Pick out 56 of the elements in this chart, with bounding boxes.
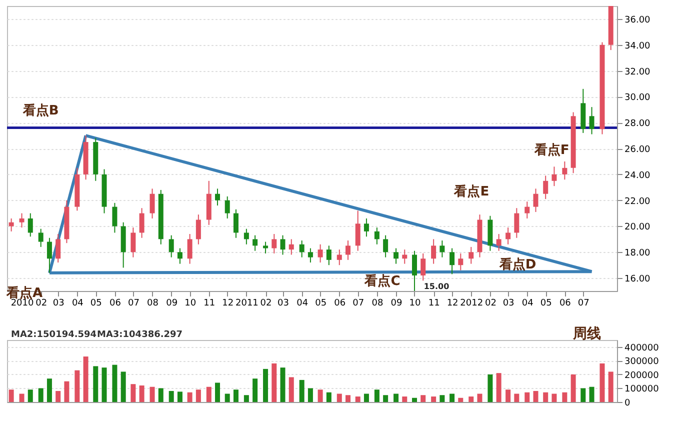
annotation: 看点B bbox=[22, 102, 59, 119]
x-tick-label: 12 bbox=[222, 298, 234, 308]
annotation: 15.00 bbox=[424, 282, 450, 291]
x-tick-label: 07 bbox=[128, 298, 140, 308]
x-tick-label: 11 bbox=[204, 298, 216, 308]
x-tick-label: 02 bbox=[484, 298, 496, 308]
annotation: 看点F bbox=[533, 142, 570, 158]
x-tick-label: 07 bbox=[352, 298, 364, 308]
y-tick-label: 32.00 bbox=[624, 67, 651, 78]
annotation: 周线 bbox=[572, 326, 601, 342]
x-tick-label: 02 bbox=[260, 298, 272, 308]
x-tick-label: 10 bbox=[409, 298, 421, 308]
annotation: 看点C bbox=[364, 273, 400, 289]
y-tick-label: 100000 bbox=[624, 384, 660, 395]
y-tick-label: 200000 bbox=[624, 370, 660, 381]
y-tick-label: 20.00 bbox=[624, 222, 651, 233]
y-tick-label: 24.00 bbox=[624, 170, 651, 181]
y-tick-label: 22.00 bbox=[624, 196, 651, 207]
x-tick-label: 12 bbox=[446, 298, 458, 308]
y-tick-label: 34.00 bbox=[624, 41, 651, 52]
x-tick-label: 11 bbox=[428, 298, 440, 308]
y-tick-label: 30.00 bbox=[624, 93, 651, 104]
x-tick-label: 09 bbox=[166, 298, 178, 308]
annotation: 看点D bbox=[498, 256, 536, 273]
x-tick-label: 2011 bbox=[235, 298, 258, 308]
x-tick-label: 04 bbox=[72, 298, 84, 308]
x-tick-label: 06 bbox=[559, 298, 572, 308]
x-tick-label: 02 bbox=[36, 298, 48, 308]
y-tick-label: 26.00 bbox=[624, 145, 651, 155]
x-tick-label: 05 bbox=[540, 298, 552, 308]
x-tick-label: 2010 bbox=[10, 298, 34, 308]
x-tick-label: 2012 bbox=[460, 298, 484, 308]
y-tick-label: 16.00 bbox=[624, 274, 651, 285]
x-tick-label: 10 bbox=[184, 298, 196, 308]
x-tick-label: 05 bbox=[90, 298, 102, 308]
text: MA3:104386.297 bbox=[97, 330, 183, 340]
y-tick-label: 400000 bbox=[624, 343, 660, 354]
x-tick-label: 08 bbox=[147, 298, 159, 308]
y-tick-label: 28.00 bbox=[624, 119, 651, 130]
x-tick-label: 03 bbox=[502, 298, 514, 308]
y-tick-label: 0 bbox=[624, 398, 630, 408]
x-tick-label: 06 bbox=[109, 298, 122, 308]
text: MA2:150194.594 bbox=[11, 330, 97, 340]
y-tick-label: 300000 bbox=[624, 357, 660, 368]
x-tick-label: 03 bbox=[278, 298, 289, 308]
x-tick-label: 06 bbox=[334, 298, 346, 308]
y-tick-label: 36.00 bbox=[624, 15, 651, 26]
x-tick-label: 09 bbox=[390, 298, 403, 308]
annotation: 看点E bbox=[453, 183, 490, 200]
x-tick-label: 05 bbox=[315, 298, 327, 308]
x-tick-label: 04 bbox=[522, 298, 534, 308]
x-tick-label: 04 bbox=[296, 298, 308, 308]
x-tick-label: 08 bbox=[372, 298, 384, 308]
y-tick-label: 18.00 bbox=[624, 248, 651, 259]
x-tick-label: 03 bbox=[52, 298, 64, 308]
x-tick-label: 07 bbox=[578, 298, 590, 308]
